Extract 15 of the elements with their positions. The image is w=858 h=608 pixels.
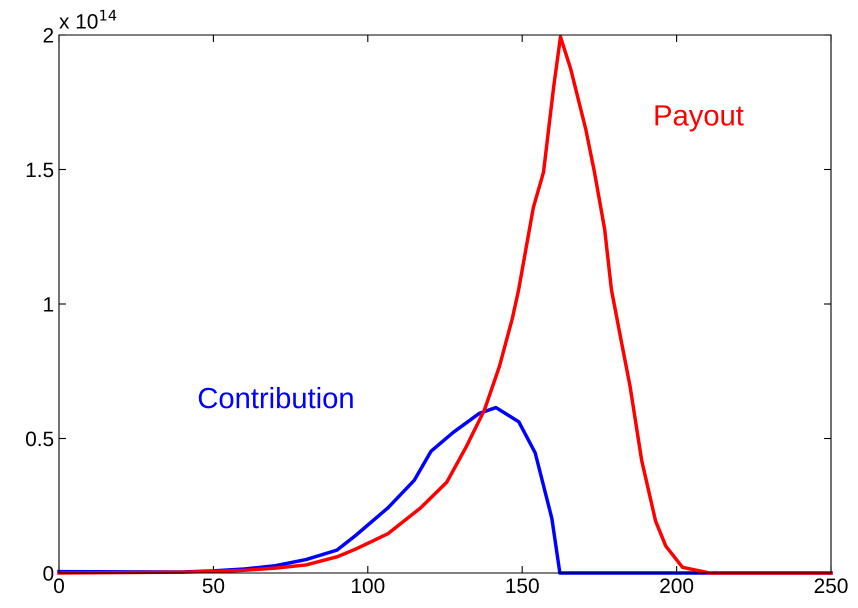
y-tick-label: 0 [43,566,54,581]
x-tick-label: 150 [506,578,539,594]
x-tick-label: 50 [202,578,224,594]
y-tick-label: 0.5 [26,432,54,446]
x-tick-label: 250 [814,578,848,594]
text: x 10$^{14}$ [59,10,116,29]
x-tick-label: 100 [352,578,384,594]
line-series [57,35,833,575]
x-tick-label: 200 [660,578,694,594]
text: Payout [655,105,744,132]
text: Contribution [198,386,353,408]
y-tick-label: 1.5 [26,162,54,178]
y-tick-label: 2 [44,28,54,43]
x-tick-label: 0 [54,578,64,594]
y-tick-label: 1 [44,297,54,312]
